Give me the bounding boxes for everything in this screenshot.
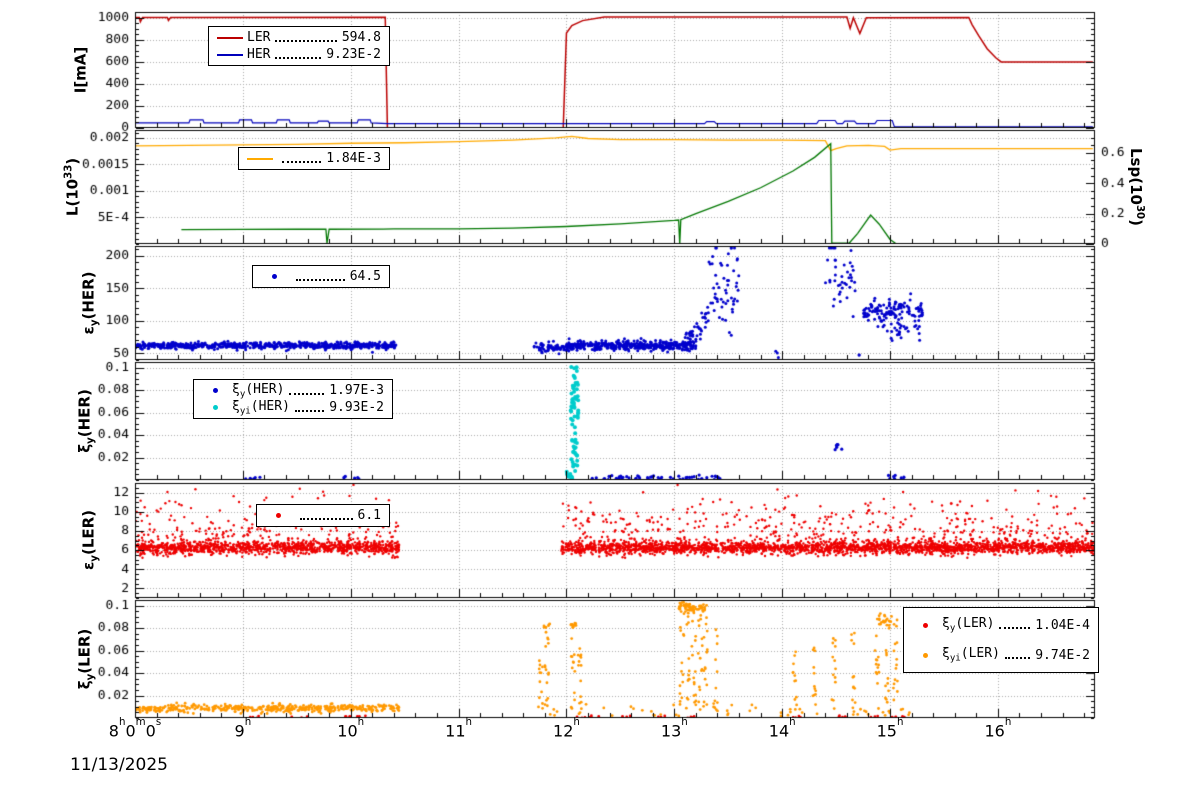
y-axis-title-xiy-ler: ξy(LER) <box>75 628 97 690</box>
legend-entry: LER 594.8 <box>217 29 381 46</box>
x-tick-label-10h: 10h <box>337 716 365 741</box>
legend-label: ξyi(LER) <box>942 646 1000 664</box>
legend-entry: 64.5 <box>261 268 381 285</box>
legend-dot-marker-icon <box>202 388 228 393</box>
y-axis-title-ey-her: εy(HER) <box>79 271 101 335</box>
legend-label: ξy(HER) <box>232 381 285 400</box>
legend-ey-her: 64.5 <box>252 265 390 288</box>
legend-entry: ξyi(HER) 9.93E-2 <box>202 399 384 416</box>
y-axis-title-current: I[mA] <box>71 46 90 94</box>
legend-label: ξyi(HER) <box>232 398 290 417</box>
x-tick-label-14h: 14h <box>768 716 796 741</box>
legend-entry: 1.84E-3 <box>247 150 381 167</box>
legend-line-marker-icon <box>247 157 273 160</box>
legend-value: 1.04E-4 <box>1035 617 1090 633</box>
x-tick-label-13h: 13h <box>660 716 688 741</box>
legend-line-marker-icon <box>217 53 243 56</box>
legend-label: LER <box>247 30 271 45</box>
legend-leader-dots <box>1004 657 1031 659</box>
legend-luminosity: 1.84E-3 <box>238 147 390 170</box>
x-tick-label-12h: 12h <box>553 716 580 741</box>
legend-dot-marker-icon <box>912 652 938 658</box>
legend-ey-ler: 6.1 <box>256 504 390 527</box>
legend-entry: HER 9.23E-2 <box>217 46 381 63</box>
legend-leader-dots <box>282 160 322 163</box>
y-axis-title-xiy-her: ξy(HER) <box>75 389 97 453</box>
legend-dot-marker-icon <box>265 513 291 518</box>
legend-value: 9.23E-2 <box>326 47 381 62</box>
legend-entry: ξy(LER) 1.04E-4 <box>912 616 1090 634</box>
legend-label: HER <box>247 47 271 62</box>
legend-leader-dots <box>300 517 353 520</box>
legend-dot-marker-icon <box>202 405 228 410</box>
legend-xiy-her: ξy(HER) 1.97E-3 ξyi(HER) 9.93E-2 <box>193 379 393 419</box>
legend-leader-dots <box>275 56 322 59</box>
legend-value: 9.93E-2 <box>329 400 384 415</box>
legend-value: 9.74E-2 <box>1035 647 1090 663</box>
legend-value: 64.5 <box>349 269 381 284</box>
legend-label: ξy(LER) <box>942 616 995 634</box>
legend-leader-dots <box>296 278 345 281</box>
legend-leader-dots <box>289 392 325 395</box>
legend-line-marker-icon <box>217 36 243 39</box>
date-label: 11/13/2025 <box>70 755 168 775</box>
y-axis-title-luminosity: L(1033) <box>63 157 82 217</box>
legend-entry: 6.1 <box>265 507 381 524</box>
legend-leader-dots <box>275 39 337 42</box>
legend-leader-dots <box>999 627 1031 629</box>
legend-dot-marker-icon <box>912 622 938 628</box>
legend-dot-marker-icon <box>261 274 287 279</box>
x-tick-label-11h: 11h <box>445 716 473 741</box>
x-tick-label-15h: 15h <box>876 716 904 741</box>
x-tick-label-16h: 16h <box>984 716 1012 741</box>
y-axis-title-ey-ler: εy(LER) <box>79 509 101 571</box>
x-tick-label-8h0m0s: 8h0m0s <box>108 716 162 741</box>
y-axis-title-lsp: Lsp(1030) <box>1127 148 1145 226</box>
legend-xiy-ler: ξy(LER) 1.04E-4 ξyi(LER) 9.74E-2 <box>903 607 1099 673</box>
legend-leader-dots <box>294 409 325 412</box>
legend-value: 6.1 <box>357 508 381 523</box>
x-tick-label-9h: 9h <box>234 716 252 741</box>
legend-entry: ξyi(LER) 9.74E-2 <box>912 646 1090 664</box>
legend-value: 1.97E-3 <box>329 383 384 398</box>
legend-value: 594.8 <box>341 30 381 45</box>
legend-entry: ξy(HER) 1.97E-3 <box>202 382 384 399</box>
legend-value: 1.84E-3 <box>326 151 381 166</box>
legend-current: LER 594.8 HER 9.23E-2 <box>208 26 390 66</box>
